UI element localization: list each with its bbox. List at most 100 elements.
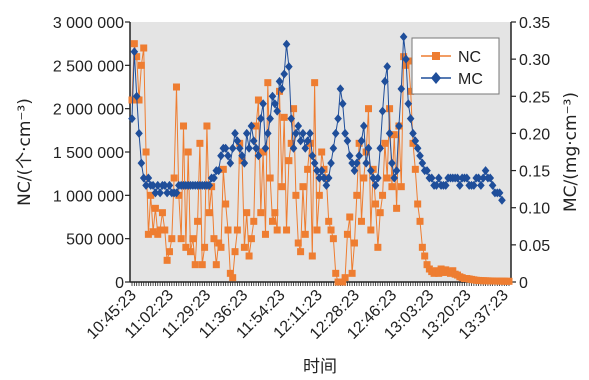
data-point-nc [184,148,192,156]
data-point-mc [313,166,321,176]
data-point-nc [182,243,190,251]
data-point-nc [350,239,358,247]
data-point-mc [341,128,349,138]
data-point-mc [486,173,495,183]
data-point-nc [247,235,255,243]
data-point-nc [297,248,305,256]
y-left-title: NC/(个·cm⁻³) [15,98,35,206]
data-point-mc [406,114,415,124]
data-point-mc [210,173,218,183]
data-point-mc [165,180,174,190]
data-point-mc [139,173,148,183]
y-left-ticks: 0 500 000 1 000 000 1 500 000 2 000 000 2 500… [53,15,130,292]
data-point-mc [142,180,150,190]
data-point-nc [325,217,333,225]
data-point-mc [463,173,471,183]
data-point-mc [303,136,312,146]
data-point-nc [327,226,335,234]
data-point-mc [228,143,237,153]
data-point-nc [355,139,363,147]
data-point-mc [252,143,260,153]
data-point-nc [268,217,276,225]
data-point-mc [149,180,157,190]
data-point-nc [177,235,185,243]
y-right-ticks: 0 0.05 0.10 0.15 0.20 0.25 0.30 0.35 [511,15,550,292]
data-point-nc [400,53,408,61]
data-point-nc [306,139,314,147]
data-point-mc [247,121,256,131]
data-point-mc [402,54,410,64]
data-point-mc [495,188,504,198]
data-point-nc [435,269,443,277]
data-point-mc [233,136,242,146]
data-point-nc [203,122,211,130]
data-point-nc [245,252,253,260]
data-point-mc [315,173,324,183]
data-point-mc [264,128,272,138]
data-point-mc [432,180,441,190]
data-point-mc [453,173,462,183]
data-point-mc [369,173,377,183]
data-point-nc [257,209,265,217]
y-left-tick-label: 0 [115,275,124,292]
data-point-nc [161,226,169,234]
data-point-nc [236,139,244,147]
data-point-nc [201,243,209,251]
data-point-nc [304,165,312,173]
data-point-nc [187,248,195,256]
data-point-nc [390,131,398,139]
data-point-nc [362,148,370,156]
data-point-mc [301,143,310,153]
data-point-mc [434,173,443,183]
data-point-mc [416,151,424,161]
data-point-mc [268,91,277,101]
data-point-nc [130,40,138,48]
data-point-mc [256,114,265,124]
data-point-mc [317,166,326,176]
data-point-nc [250,217,258,225]
data-point-mc [343,136,352,146]
data-point-nc [210,235,218,243]
data-point-nc [411,165,419,173]
legend-nc-marker [432,52,440,60]
data-point-mc [324,173,333,183]
y-right-title: MC/(mg·cm⁻³) [561,92,581,212]
data-point-nc [264,79,272,87]
data-point-nc [142,148,150,156]
data-point-mc [441,180,450,190]
data-point-nc [226,269,234,277]
data-point-nc [151,204,159,212]
data-point-mc [355,151,363,161]
data-point-mc [374,173,382,183]
legend-nc-label: NC [458,49,481,66]
data-point-nc [224,226,232,234]
data-point-nc [348,269,356,277]
data-point-mc [322,180,331,190]
data-point-mc [320,173,328,183]
data-point-mc [411,136,420,146]
data-point-nc [158,209,166,217]
data-point-nc [397,183,405,191]
data-point-nc [238,157,246,165]
data-point-mc [367,166,375,176]
data-point-mc [388,158,396,168]
data-point-nc [156,226,164,234]
data-point-nc [259,148,267,156]
y-left-tick-label: 3 000 000 [53,15,124,32]
data-point-mc [278,84,286,94]
y-right-tick-label: 0.05 [519,238,550,255]
data-point-mc [479,173,488,183]
data-point-mc [397,84,406,94]
data-point-mc [205,180,214,190]
data-point-nc [276,87,284,95]
data-point-mc [135,128,143,138]
data-point-mc [308,151,317,161]
y-right-tick-label: 0.35 [519,15,550,32]
data-point-mc [273,106,281,116]
data-point-nc [240,243,248,251]
data-point-nc [393,204,401,212]
data-point-mc [128,114,136,124]
data-point-mc [481,166,490,176]
data-point-nc [215,239,223,247]
